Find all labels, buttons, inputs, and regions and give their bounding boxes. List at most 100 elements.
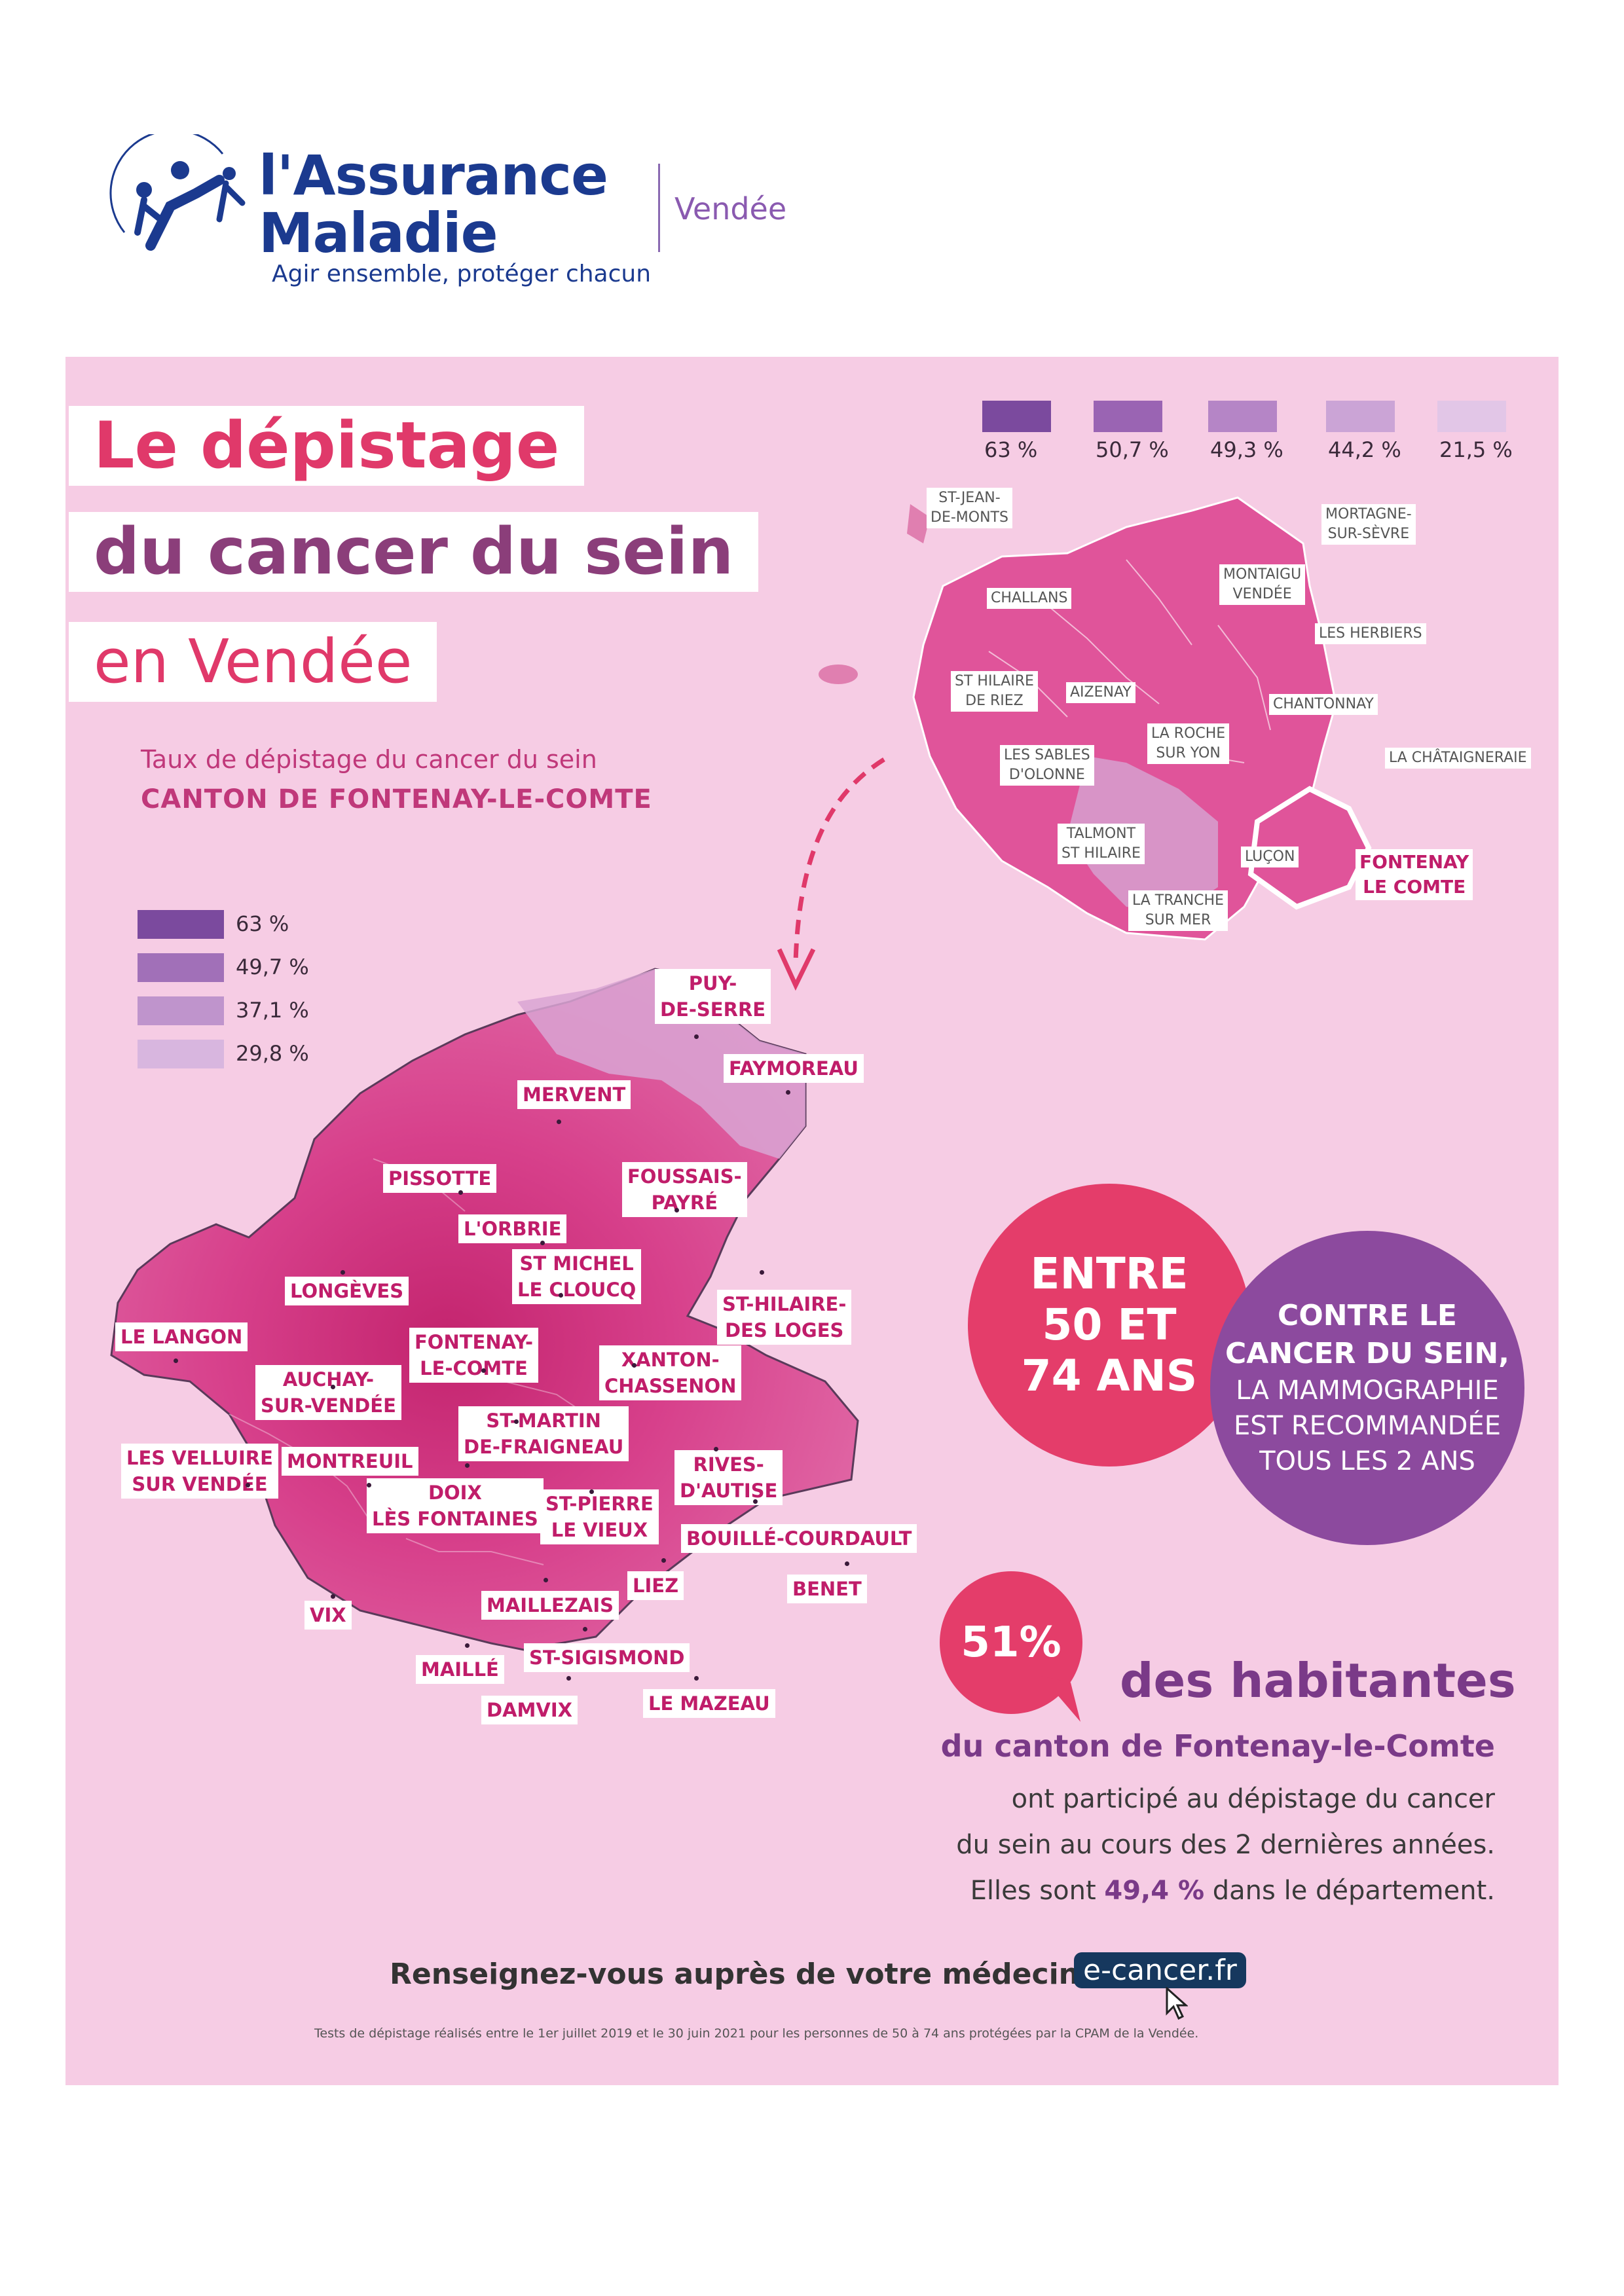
commune-marker bbox=[786, 1090, 790, 1095]
town-label: CHALLANS bbox=[987, 588, 1072, 609]
town-label: LES HERBIERS bbox=[1315, 623, 1426, 644]
commune-label: LE MAZEAU bbox=[643, 1689, 775, 1718]
town-label: LA ROCHE SUR YON bbox=[1147, 723, 1230, 764]
canton-name: CANTON DE FONTENAY-LE-COMTE bbox=[141, 784, 652, 814]
canton-legend-swatch bbox=[138, 910, 224, 939]
ile-yeu bbox=[819, 665, 858, 684]
commune-marker bbox=[714, 1447, 718, 1451]
stat-subheadline: du canton de Fontenay-le-Comte bbox=[940, 1728, 1495, 1764]
stat-text-line1: ont participé au dépistage du cancer bbox=[1011, 1784, 1495, 1814]
department-legend-label: 63 % bbox=[984, 437, 1038, 462]
town-label: MORTAGNE- SUR-SÈVRE bbox=[1321, 504, 1416, 545]
commune-label: FOUSSAIS- PAYRÉ bbox=[622, 1162, 747, 1217]
map-subtitle: Taux de dépistage du cancer du sein bbox=[141, 745, 597, 774]
commune-marker bbox=[557, 1120, 561, 1124]
department-legend-swatch bbox=[982, 401, 1051, 432]
commune-marker bbox=[544, 1578, 548, 1582]
commune-label: LES VELLUIRE SUR VENDÉE bbox=[121, 1444, 278, 1499]
commune-marker bbox=[465, 1463, 470, 1468]
canton-legend-swatch bbox=[138, 1040, 224, 1068]
department-legend-swatch bbox=[1094, 401, 1162, 432]
commune-label: AUCHAY- SUR-VENDÉE bbox=[255, 1365, 401, 1420]
canton-legend-label: 37,1 % bbox=[236, 998, 309, 1023]
connector-arrow-icon bbox=[777, 757, 885, 991]
commune-label: PUY- DE-SERRE bbox=[655, 969, 771, 1024]
commune-label: FONTENAY- LE-COMTE bbox=[409, 1328, 539, 1383]
logo-tagline: Agir ensemble, protéger chacun bbox=[272, 261, 652, 287]
commune-label: VIX bbox=[304, 1601, 352, 1630]
town-label: TALMONT ST HILAIRE bbox=[1058, 824, 1145, 864]
commune-label: ST MICHEL LE CLOUCQ bbox=[512, 1249, 642, 1304]
canton-legend-label: 63 % bbox=[236, 911, 289, 936]
town-label: CHANTONNAY bbox=[1269, 694, 1378, 715]
commune-marker bbox=[341, 1270, 345, 1275]
department-legend-swatch bbox=[1437, 401, 1506, 432]
department-legend-swatch bbox=[1326, 401, 1395, 432]
town-label: ST-JEAN- DE-MONTS bbox=[927, 488, 1012, 528]
commune-label: MERVENT bbox=[517, 1080, 631, 1109]
commune-label: MAILLEZAIS bbox=[481, 1591, 619, 1620]
commune-marker bbox=[514, 1419, 519, 1424]
logo-line1: l'Assurance bbox=[259, 143, 608, 208]
commune-marker bbox=[566, 1676, 571, 1681]
department-legend-label: 21,5 % bbox=[1439, 437, 1513, 462]
bubble-tail-icon bbox=[1041, 1676, 1080, 1722]
commune-label: PISSOTTE bbox=[383, 1164, 497, 1193]
header-divider bbox=[658, 164, 660, 252]
commune-label: ST-PIERRE LE VIEUX bbox=[540, 1489, 659, 1544]
town-label: LES SABLES D'OLONNE bbox=[1000, 745, 1094, 786]
stat-headline: des habitantes bbox=[1120, 1653, 1516, 1708]
commune-label: ST-SIGISMOND bbox=[524, 1643, 690, 1672]
commune-marker bbox=[661, 1558, 666, 1563]
logo-line2: Maladie bbox=[259, 201, 498, 265]
commune-label: DAMVIX bbox=[481, 1696, 578, 1724]
commune-label: LIEZ bbox=[627, 1571, 684, 1600]
footnote: Tests de dépistage réalisés entre le 1er… bbox=[314, 2026, 1199, 2041]
commune-marker bbox=[583, 1627, 587, 1631]
department-legend-label: 44,2 % bbox=[1328, 437, 1401, 462]
commune-label: DOIX LÈS FONTAINES bbox=[367, 1478, 544, 1533]
recommendation-circle: CONTRE LE CANCER DU SEIN, LA MAMMOGRAPHI… bbox=[1210, 1231, 1524, 1545]
commune-marker bbox=[465, 1643, 470, 1648]
commune-label: RIVES- D'AUTISE bbox=[674, 1450, 783, 1505]
highlight-town-label: FONTENAY LE COMTE bbox=[1356, 849, 1473, 900]
canton-legend-swatch bbox=[138, 953, 224, 982]
commune-label: LONGÈVES bbox=[285, 1277, 409, 1305]
commune-label: XANTON- CHASSENON bbox=[599, 1345, 742, 1400]
department-legend-label: 49,3 % bbox=[1210, 437, 1283, 462]
commune-marker bbox=[632, 1363, 637, 1368]
commune-marker bbox=[367, 1483, 371, 1487]
commune-marker bbox=[246, 1483, 250, 1487]
ecancer-link[interactable]: e-cancer.fr bbox=[1074, 1952, 1246, 1988]
town-label: ST HILAIRE DE RIEZ bbox=[951, 671, 1038, 712]
commune-marker bbox=[540, 1241, 545, 1245]
commune-marker bbox=[331, 1385, 335, 1389]
commune-label: LE LANGON bbox=[115, 1322, 248, 1351]
town-label: LUÇON bbox=[1241, 847, 1299, 867]
town-label: LA TRANCHE SUR MER bbox=[1128, 890, 1228, 931]
commune-label: ST-MARTIN DE-FRAIGNEAU bbox=[458, 1406, 629, 1461]
commune-marker bbox=[559, 1293, 563, 1298]
department-legend-label: 50,7 % bbox=[1096, 437, 1169, 462]
commune-marker bbox=[458, 1190, 463, 1195]
cursor-icon bbox=[1166, 1987, 1188, 2020]
stat-text-line2: du sein au cours des 2 dernières années. bbox=[956, 1830, 1495, 1860]
commune-label: BENET bbox=[787, 1575, 867, 1603]
commune-marker bbox=[174, 1358, 178, 1363]
stat-text-line3: Elles sont 49,4 % dans le département. bbox=[970, 1876, 1495, 1906]
title-line1: Le dépistage bbox=[69, 406, 585, 486]
commune-label: MAILLÉ bbox=[416, 1655, 504, 1684]
canton-legend-label: 49,7 % bbox=[236, 955, 309, 979]
town-label: AIZENAY bbox=[1066, 682, 1135, 703]
commune-marker bbox=[674, 1208, 679, 1212]
town-label: MONTAIGU VENDÉE bbox=[1219, 564, 1306, 605]
commune-marker bbox=[331, 1594, 335, 1599]
commune-marker bbox=[694, 1676, 699, 1681]
cta-text: Renseignez-vous auprès de votre médecin … bbox=[390, 1958, 1192, 1991]
title-line2: du cancer du sein bbox=[69, 512, 759, 592]
town-label: LA CHÂTAIGNERAIE bbox=[1385, 748, 1531, 769]
commune-label: FAYMOREAU bbox=[724, 1054, 864, 1083]
region-label: Vendée bbox=[674, 191, 787, 227]
commune-marker bbox=[845, 1561, 849, 1566]
commune-label: MONTREUIL bbox=[282, 1447, 418, 1476]
